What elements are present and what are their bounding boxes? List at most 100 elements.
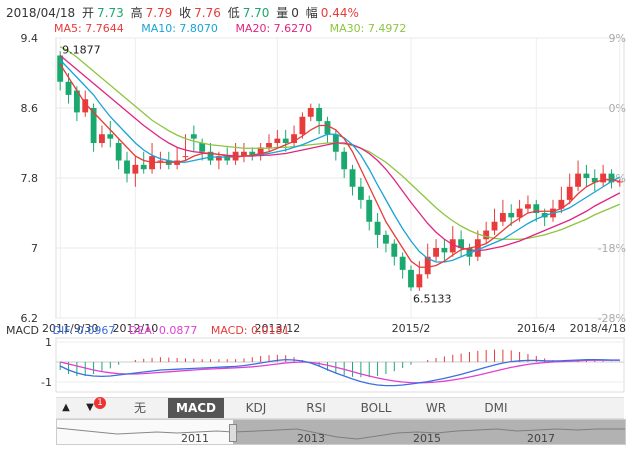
candle-body xyxy=(65,81,72,95)
candle-body xyxy=(516,208,523,218)
candle-body xyxy=(157,160,164,162)
macd-frame xyxy=(55,337,625,393)
triangle-down-icon[interactable]: ▼ xyxy=(86,402,94,413)
tab-rsi[interactable]: RSI xyxy=(306,401,326,415)
candle-body xyxy=(508,213,515,218)
ma5-legend: MA5: 7.7644 xyxy=(54,22,124,35)
candle-body xyxy=(341,151,348,170)
candle-body xyxy=(199,143,206,152)
y-tick-right-label: -28% xyxy=(598,312,626,325)
high-value: 7.79 xyxy=(145,6,173,20)
candle-body xyxy=(182,156,189,158)
tab-macd[interactable]: MACD xyxy=(168,398,224,418)
dif-legend: DIF: 0.0967 xyxy=(52,324,116,337)
tab-boll[interactable]: BOLL xyxy=(360,401,392,415)
volume-value: 0 xyxy=(291,6,299,20)
candle-body xyxy=(441,248,448,253)
candle-body xyxy=(575,173,581,187)
indicator-tabs: ▲ ▼ 无 MACD KDJ RSI BOLL WR DMI xyxy=(56,397,624,419)
change-label: 幅 xyxy=(305,6,318,20)
candle-body xyxy=(316,108,323,122)
candle-body xyxy=(207,151,214,161)
y-tick-label: 7 xyxy=(31,242,38,255)
candle-body xyxy=(433,248,439,257)
candle-body xyxy=(132,164,139,174)
candle-body xyxy=(408,269,414,288)
candle-body xyxy=(525,204,531,209)
candle-body xyxy=(274,138,281,143)
x-tick-label: 2013/12 xyxy=(255,322,301,335)
dea-line xyxy=(60,359,620,384)
candle-body xyxy=(533,204,540,213)
candle-body xyxy=(424,256,431,275)
tab-kdj[interactable]: KDJ xyxy=(245,401,267,415)
candle-body xyxy=(474,239,481,257)
candle-body xyxy=(357,186,364,200)
y-tick-label: 6.2 xyxy=(21,312,39,325)
candle-body xyxy=(566,186,573,200)
candle-body xyxy=(616,181,623,183)
price-annotation: 6.5133 xyxy=(413,293,452,306)
candle-body xyxy=(257,147,264,157)
volume-label: 量 xyxy=(276,6,289,20)
tab-dmi[interactable]: DMI xyxy=(484,401,508,415)
candle-body xyxy=(249,151,256,157)
candle-body xyxy=(591,178,598,183)
ma-legend: MA5: 7.7644 MA10: 7.8070 MA20: 7.6270 MA… xyxy=(54,22,420,35)
candle-body xyxy=(399,256,406,270)
range-navigator[interactable]: 2011 2013 2015 2017 xyxy=(56,419,626,445)
tab-wr[interactable]: WR xyxy=(425,401,447,415)
candle-body xyxy=(600,173,607,183)
navigator-handle[interactable] xyxy=(229,424,237,442)
candle-body xyxy=(383,234,389,244)
ma10-legend: MA10: 7.8070 xyxy=(141,22,218,35)
ma20-legend: MA20: 7.6270 xyxy=(235,22,313,35)
dif-line xyxy=(59,358,620,387)
candle-body xyxy=(282,138,289,143)
candle-body xyxy=(82,99,89,113)
price-annotation: 9.1877 xyxy=(62,44,100,57)
candle-body xyxy=(299,116,306,135)
ma5-line xyxy=(59,63,620,268)
candle-body xyxy=(115,143,122,161)
candle-body xyxy=(583,173,590,178)
open-label: 开 xyxy=(82,6,95,20)
candle-body xyxy=(449,239,456,253)
candle-body xyxy=(349,169,356,187)
candle-body xyxy=(374,221,381,235)
candle-body xyxy=(366,199,373,222)
y-tick-right-label: -18% xyxy=(598,242,626,255)
high-label: 高 xyxy=(130,6,143,20)
ma20-line xyxy=(59,55,621,252)
candle-body xyxy=(57,55,64,82)
date-text: 2018/04/18 xyxy=(6,6,76,20)
ma10-line xyxy=(59,59,621,263)
change-value: 0.44% xyxy=(320,6,359,20)
candle-body xyxy=(608,173,615,183)
nav-year-label: 2017 xyxy=(527,432,555,445)
candle-body xyxy=(499,213,506,222)
candle-body xyxy=(307,108,314,117)
candle-body xyxy=(391,243,398,257)
x-tick-label: 2012/10 xyxy=(113,322,159,335)
nav-year-label: 2015 xyxy=(413,432,441,445)
candle-body xyxy=(416,274,423,288)
close-label: 收 xyxy=(179,6,192,20)
x-tick-label: 2018/4/18 xyxy=(570,322,626,335)
candle-body xyxy=(483,230,490,240)
candle-body xyxy=(291,134,297,143)
candle-body xyxy=(124,160,130,174)
notification-badge: 1 xyxy=(94,397,106,409)
tab-none[interactable]: 无 xyxy=(133,401,146,415)
y-tick-label: 9.4 xyxy=(21,32,39,45)
macd-title: MACD xyxy=(6,324,39,337)
triangle-up-icon[interactable]: ▲ xyxy=(62,402,70,413)
candle-body xyxy=(491,221,498,231)
x-tick-label: 2015/2 xyxy=(392,322,431,335)
candle-body xyxy=(90,108,97,143)
x-tick-label: 2011/9/30 xyxy=(42,322,98,335)
navigator-selection[interactable] xyxy=(233,420,625,444)
candle-body xyxy=(458,239,465,248)
